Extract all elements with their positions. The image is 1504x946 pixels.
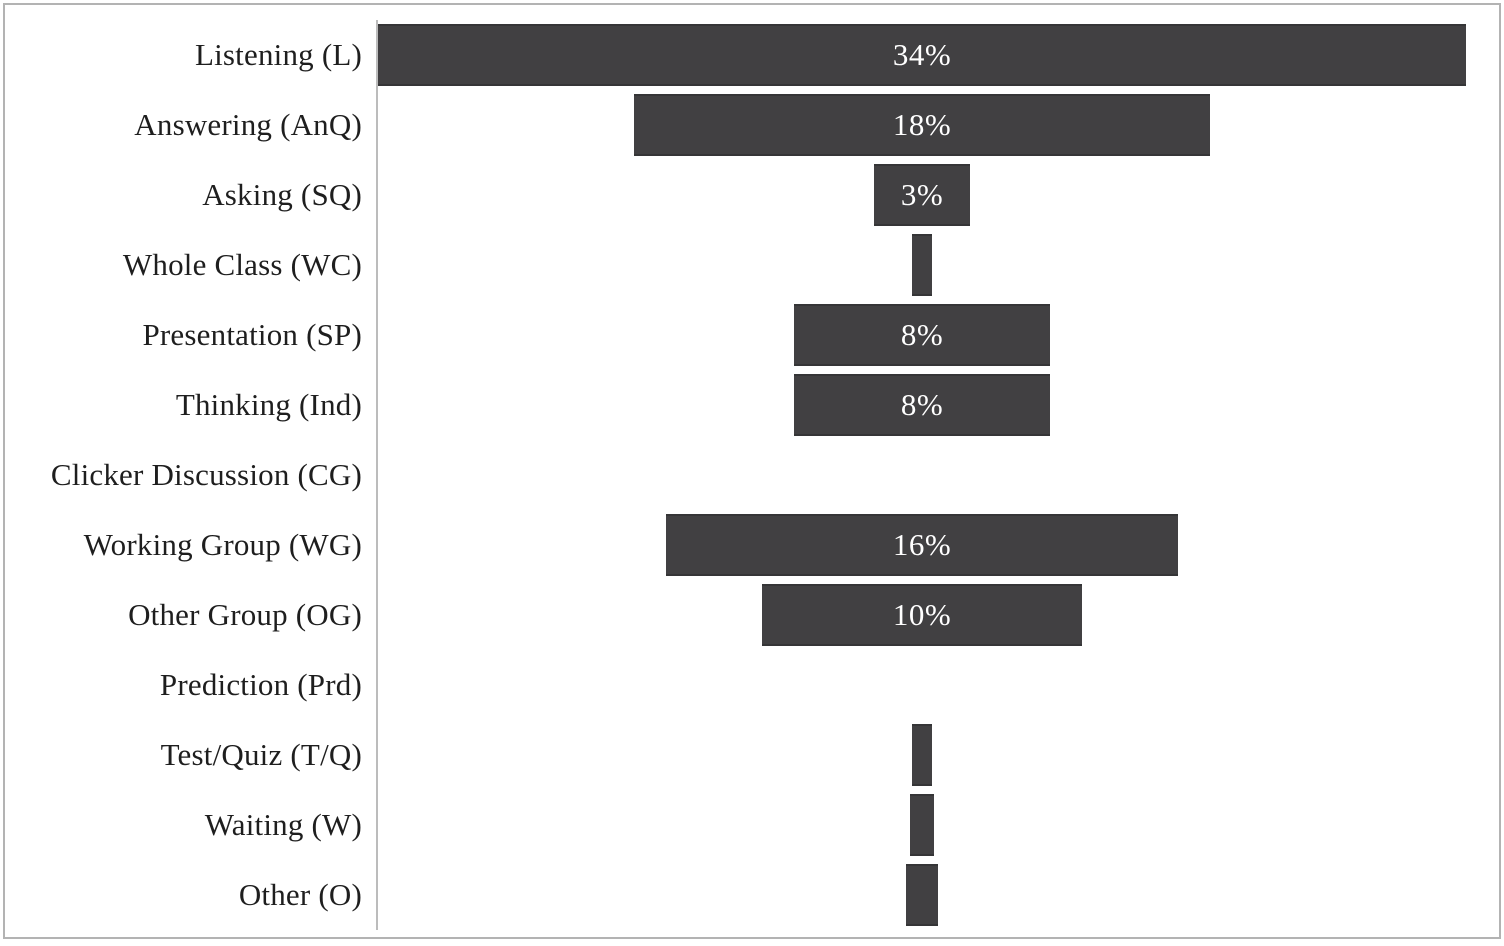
category-label: Test/Quiz (T/Q) <box>160 737 362 772</box>
chart-row: Prediction (Prd) <box>6 650 1494 720</box>
chart-row: Asking (SQ) 3% <box>6 160 1494 230</box>
bar-value-label: 16% <box>892 527 952 562</box>
chart-row: Working Group (WG) 16% <box>6 510 1494 580</box>
chart-row: Other (O) <box>6 860 1494 930</box>
category-label: Other (O) <box>238 877 362 912</box>
category-label: Listening (L) <box>194 37 362 72</box>
bar: 8% <box>794 304 1050 366</box>
bar <box>910 794 934 856</box>
plot-area: 10% <box>376 580 1494 650</box>
bar-value-label: 8% <box>900 387 944 422</box>
plot-area: 8% <box>376 300 1494 370</box>
chart-row: Whole Class (WC) <box>6 230 1494 300</box>
plot-area <box>376 440 1494 510</box>
bar <box>912 724 932 786</box>
plot-area <box>376 650 1494 720</box>
chart-row: Other Group (OG) 10% <box>6 580 1494 650</box>
bar: 34% <box>378 24 1466 86</box>
plot-area <box>376 230 1494 300</box>
bar: 3% <box>874 164 970 226</box>
bar <box>912 234 932 296</box>
bar-value-label: 3% <box>900 177 944 212</box>
bar: 16% <box>666 514 1178 576</box>
plot-area <box>376 860 1494 930</box>
bar: 18% <box>634 94 1210 156</box>
chart-row: Clicker Discussion (CG) <box>6 440 1494 510</box>
plot-area: 3% <box>376 160 1494 230</box>
category-label: Thinking (Ind) <box>175 387 362 422</box>
bar-value-label: 8% <box>900 317 944 352</box>
category-label: Answering (AnQ) <box>134 107 362 142</box>
chart-row: Waiting (W) <box>6 790 1494 860</box>
category-label: Presentation (SP) <box>142 317 362 352</box>
bar-value-label: 34% <box>892 37 952 72</box>
bar: 8% <box>794 374 1050 436</box>
chart-row: Listening (L) 34% <box>6 20 1494 90</box>
category-label: Waiting (W) <box>204 807 362 842</box>
category-label: Clicker Discussion (CG) <box>50 457 362 492</box>
plot-area: 18% <box>376 90 1494 160</box>
bar <box>906 864 938 926</box>
chart-row: Test/Quiz (T/Q) <box>6 720 1494 790</box>
bar-value-label: 10% <box>892 597 952 632</box>
plot-area-with-y-axis-line: 34% <box>376 20 1494 90</box>
plot-area: 16% <box>376 510 1494 580</box>
bar: 10% <box>762 584 1082 646</box>
category-label: Prediction (Prd) <box>159 667 362 702</box>
category-label: Whole Class (WC) <box>122 247 362 282</box>
bar-value-label: 18% <box>892 107 952 142</box>
category-label: Other Group (OG) <box>128 597 362 632</box>
category-label: Asking (SQ) <box>202 177 362 212</box>
chart-row: Thinking (Ind) 8% <box>6 370 1494 440</box>
chart-row: Answering (AnQ) 18% <box>6 90 1494 160</box>
chart-row: Presentation (SP) 8% <box>6 300 1494 370</box>
plot-area: 8% <box>376 370 1494 440</box>
category-label: Working Group (WG) <box>83 527 362 562</box>
chart-rows: Listening (L) 34% Answering (AnQ) 18% Asking… <box>6 20 1494 930</box>
plot-area <box>376 790 1494 860</box>
plot-area <box>376 720 1494 790</box>
